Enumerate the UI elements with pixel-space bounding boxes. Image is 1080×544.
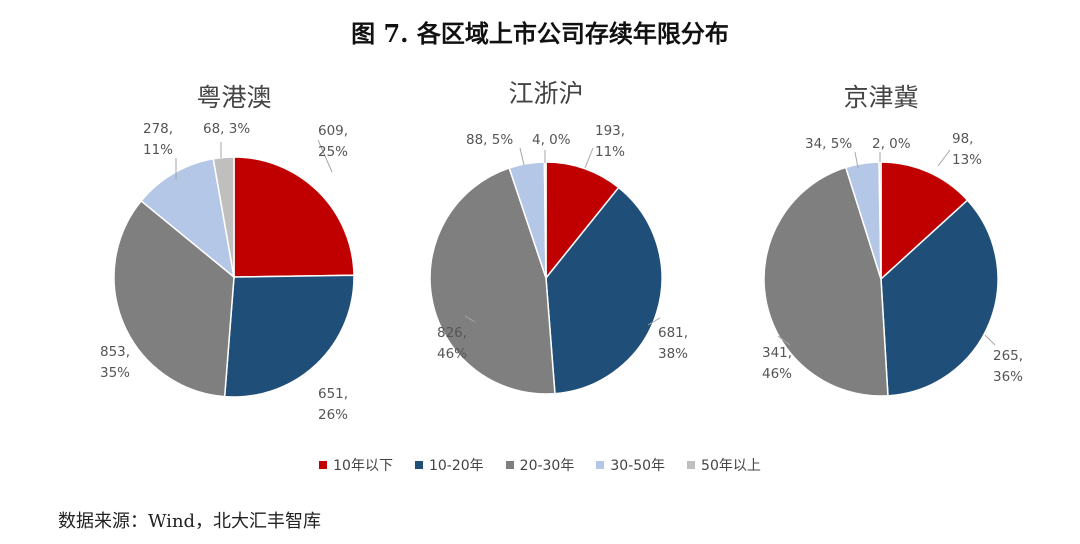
pie-slice-10-20年: [223, 274, 355, 398]
legend-item: 10-20年: [414, 455, 484, 475]
leader-line: [317, 139, 333, 173]
data-label: 278, 11%: [143, 121, 173, 158]
legend-label: 50年以上: [701, 458, 761, 474]
legend-item: 50年以上: [687, 455, 761, 475]
legend-swatch: [687, 461, 696, 469]
legend-label: 10年以下: [333, 458, 393, 474]
data-label: 826, 46%: [437, 325, 467, 362]
leader-line: [984, 334, 996, 346]
data-label: 193, 11%: [595, 123, 625, 160]
data-label: 853, 35%: [100, 344, 130, 381]
data-label: 341, 46%: [762, 345, 792, 382]
leader-line: [937, 149, 951, 167]
pie-chart-1: 粤港澳 609, 25% 651, 26% 853, 35% 278, 11% 68, 3%: [100, 83, 355, 423]
pie-title: 江浙沪: [508, 79, 583, 108]
data-label: 2, 0%: [872, 136, 911, 152]
pie-slice-50年以上: [212, 156, 235, 278]
legend-swatch: [505, 461, 514, 469]
pie-slice-30-50年: [140, 157, 236, 279]
pie-slice-20-30年: [113, 199, 235, 398]
pie-slice-10-20年: [545, 186, 663, 395]
pie-title: 粤港澳: [196, 83, 271, 112]
pie-slice-20-30年: [429, 167, 556, 395]
figure-title: 图 7. 各区域上市公司存续年限分布: [351, 19, 729, 48]
legend-swatch: [414, 461, 423, 469]
pie-slice-20-30年: [763, 166, 889, 397]
leader-line: [584, 147, 594, 169]
data-label: 681, 38%: [658, 325, 688, 362]
legend-item: 30-50年: [596, 455, 665, 475]
leader-line: [647, 317, 661, 326]
source-note: 数据来源：Wind，北大汇丰智库: [58, 511, 322, 532]
legend-label: 20-30年: [519, 458, 575, 474]
legend-label: 10-20年: [428, 458, 484, 474]
legend-swatch: [596, 461, 605, 469]
data-label: 68, 3%: [203, 121, 250, 137]
pie-slice-10年以下: [545, 161, 620, 281]
leader-line: [519, 147, 525, 166]
data-label: 34, 5%: [805, 136, 852, 152]
data-label: 98, 13%: [952, 131, 982, 168]
data-label: 265, 36%: [993, 348, 1023, 385]
leader-line: [854, 151, 859, 169]
leader-line: [464, 315, 476, 323]
data-label: 651, 26%: [318, 386, 348, 423]
pie-slice-50年以上: [878, 161, 882, 280]
legend-item: 10年以下: [319, 455, 393, 475]
pie-slice-10-20年: [880, 199, 999, 397]
pie-chart-2: 江浙沪 193, 11% 681, 38% 826, 46% 88, 5% 4, 0%: [429, 79, 688, 395]
pie-title: 京津冀: [843, 83, 918, 112]
legend-item: 20-30年: [505, 455, 575, 475]
pie-chart-3: 京津冀 98, 13% 265, 36% 341, 46% 34, 5% 2, 0%: [762, 83, 1023, 397]
data-label: 88, 5%: [466, 132, 513, 148]
legend-swatch: [319, 461, 328, 469]
data-label: 4, 0%: [532, 132, 571, 148]
data-label: 609, 25%: [318, 123, 348, 160]
legend: 10年以下 10-20年 20-30年 30-50年 50年以上: [0, 455, 1080, 475]
legend-label: 30-50年: [610, 458, 666, 474]
leader-line: [777, 335, 791, 346]
pie-slice-10年以下: [880, 161, 969, 281]
pie-slice-10年以下: [233, 156, 355, 278]
